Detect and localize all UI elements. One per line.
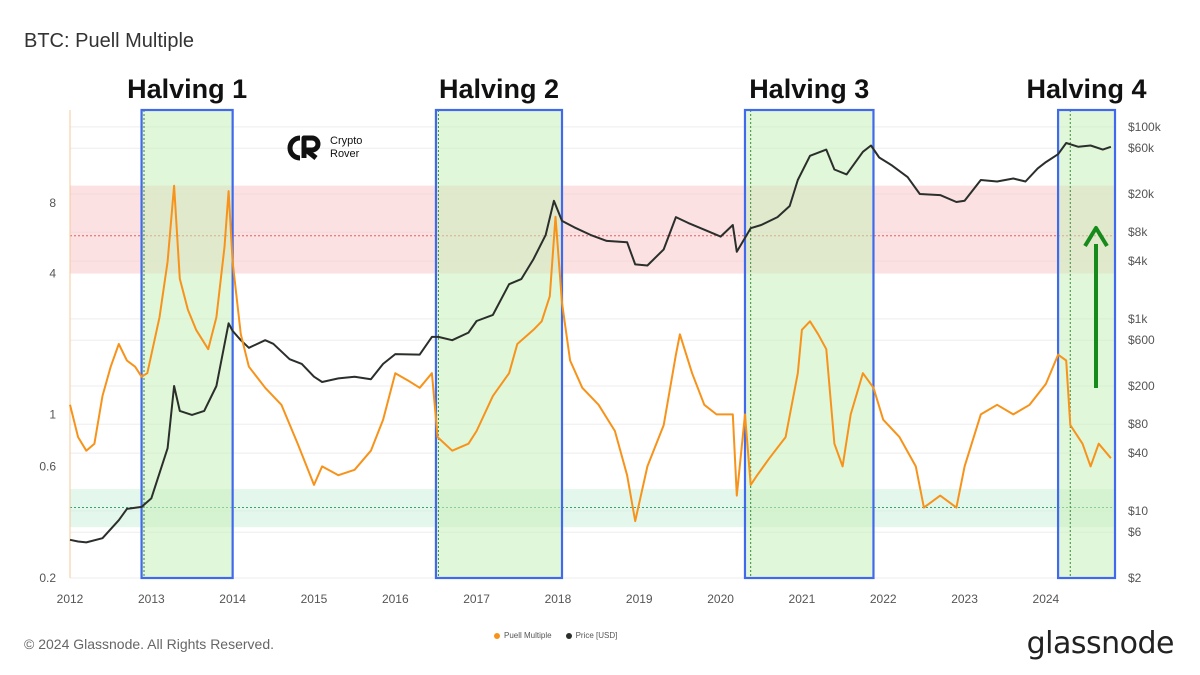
legend-item-price[interactable]: Price [USD] xyxy=(565,631,618,640)
puell-multiple-line xyxy=(69,184,1112,523)
legend-label-puell: Puell Multiple xyxy=(504,631,552,640)
halving-3-fill xyxy=(744,110,874,578)
y-left-tick-label: 8 xyxy=(49,196,56,210)
glassnode-brand: glassnode xyxy=(1026,626,1175,661)
y-left-tick-label: 1 xyxy=(49,407,56,421)
crypto-rover-logo-icon xyxy=(287,135,321,161)
halving-1-fill xyxy=(141,110,233,578)
y-left-tick-label: 4 xyxy=(49,267,56,281)
legend-dot-price xyxy=(565,632,572,639)
legend-item-puell[interactable]: Puell Multiple xyxy=(494,631,552,640)
x-tick-label: 2024 xyxy=(1033,592,1060,606)
y-right-tick-label: $8k xyxy=(1128,225,1148,239)
halving-1-box xyxy=(140,108,234,580)
copyright-footer: © 2024 Glassnode. All Rights Reserved. xyxy=(24,636,275,652)
y-right-tick-label: $20k xyxy=(1128,187,1155,201)
y-right-tick-label: $10 xyxy=(1128,504,1148,518)
halving-1-label: Halving 1 xyxy=(127,74,247,104)
halving-3-box xyxy=(743,108,875,580)
halving-2-fill xyxy=(435,110,563,578)
price-line xyxy=(69,142,1112,544)
halving-2-label: Halving 2 xyxy=(439,74,559,104)
y-right-tick-label: $600 xyxy=(1128,333,1155,347)
y-right-tick-label: $200 xyxy=(1128,379,1155,393)
halving-3-label: Halving 3 xyxy=(749,74,869,104)
logo-line-1: Crypto xyxy=(330,135,363,147)
y-right-tick-label: $40 xyxy=(1128,446,1148,460)
crypto-rover-logo-text: Crypto Rover xyxy=(330,135,362,161)
x-tick-label: 2022 xyxy=(870,592,897,606)
x-tick-label: 2021 xyxy=(789,592,816,606)
y-right-tick-label: $80 xyxy=(1128,417,1148,431)
halving-4-label: Halving 4 xyxy=(1027,74,1147,104)
y-right-tick-label: $1k xyxy=(1128,312,1148,326)
x-tick-label: 2014 xyxy=(219,592,246,606)
uptrend-arrow-head xyxy=(1083,226,1109,248)
x-tick-label: 2015 xyxy=(301,592,328,606)
x-tick-label: 2023 xyxy=(951,592,978,606)
y-right-tick-label: $2 xyxy=(1128,571,1142,585)
x-tick-label: 2020 xyxy=(707,592,734,606)
y-left-tick-label: 0.2 xyxy=(39,571,56,585)
x-tick-label: 2019 xyxy=(626,592,653,606)
overheated-band xyxy=(70,185,1115,274)
crypto-rover-logo: Crypto Rover xyxy=(284,134,362,162)
chart-legend: Puell Multiple Price [USD] xyxy=(494,631,617,640)
legend-dot-puell xyxy=(494,632,500,639)
x-tick-label: 2018 xyxy=(545,592,572,606)
x-tick-label: 2017 xyxy=(463,592,490,606)
y-right-tick-label: $60k xyxy=(1128,141,1155,155)
chart-title: BTC: Puell Multiple xyxy=(24,30,195,52)
x-tick-label: 2016 xyxy=(382,592,409,606)
legend-label-price: Price [USD] xyxy=(575,631,618,640)
x-tick-label: 2013 xyxy=(138,592,165,606)
y-left-tick-label: 0.6 xyxy=(39,459,56,473)
halving-4-box xyxy=(1056,108,1117,580)
y-right-tick-label: $4k xyxy=(1128,254,1148,268)
x-tick-label: 2012 xyxy=(57,592,84,606)
y-right-tick-label: $6 xyxy=(1128,525,1142,539)
halving-4-fill xyxy=(1058,110,1115,578)
y-right-tick-label: $100k xyxy=(1128,120,1162,134)
halving-2-box xyxy=(434,108,564,580)
logo-line-2: Rover xyxy=(330,148,360,160)
